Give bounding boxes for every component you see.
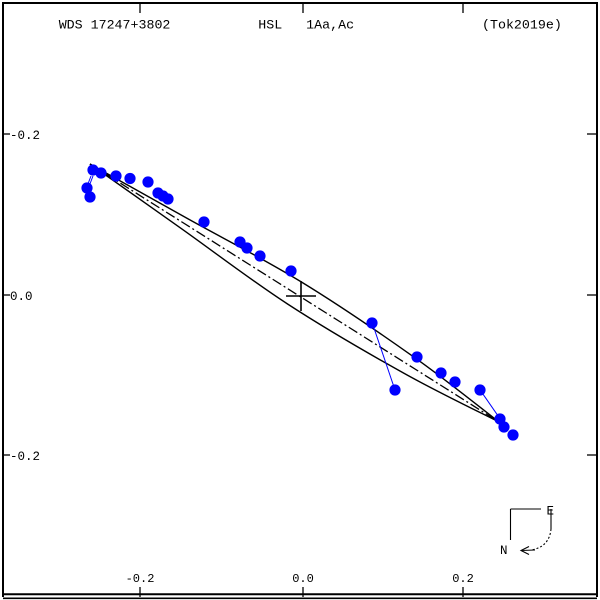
svg-text:WDS 17247+3802: WDS 17247+3802 — [59, 18, 171, 33]
svg-text:0.0: 0.0 — [10, 290, 33, 304]
svg-text:-0.2: -0.2 — [10, 129, 40, 143]
svg-text:N: N — [500, 544, 508, 558]
svg-text:HSL 1Aa,Ac: HSL 1Aa,Ac — [258, 18, 354, 33]
svg-text:0.2: 0.2 — [452, 572, 474, 586]
svg-text:-0.2: -0.2 — [126, 572, 155, 586]
svg-text:0.0: 0.0 — [292, 572, 314, 586]
svg-text:(Tok2019e): (Tok2019e) — [482, 18, 562, 33]
svg-text:E: E — [547, 505, 555, 519]
svg-text:-0.2: -0.2 — [10, 450, 40, 464]
